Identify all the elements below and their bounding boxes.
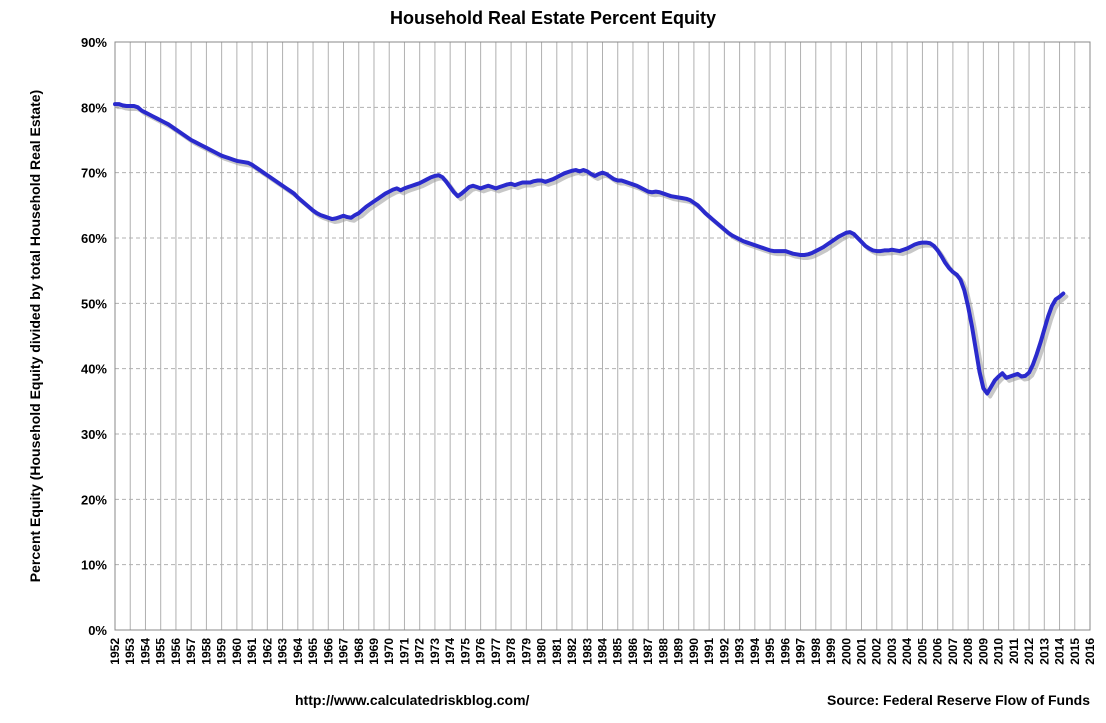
x-tick-label: 1974: [443, 638, 457, 665]
x-tick-label: 1985: [611, 638, 625, 665]
x-tick-label: 2009: [976, 638, 990, 665]
x-tick-label: 1964: [291, 638, 305, 665]
y-axis-label: Percent Equity (Household Equity divided…: [27, 90, 43, 582]
x-tick-label: 2013: [1037, 638, 1051, 665]
y-tick-label: 10%: [81, 558, 107, 573]
y-tick-label: 40%: [81, 362, 107, 377]
x-tick-label: 1969: [367, 638, 381, 665]
x-tick-label: 2016: [1083, 638, 1097, 665]
x-tick-label: 1979: [519, 638, 533, 665]
x-tick-label: 1996: [778, 638, 792, 665]
x-tick-label: 1989: [672, 638, 686, 665]
x-tick-label: 1955: [154, 638, 168, 665]
x-tick-label: 1960: [230, 638, 244, 665]
x-tick-label: 1952: [108, 638, 122, 665]
chart-url: http://www.calculatedriskblog.com/: [295, 692, 530, 708]
y-tick-label: 60%: [81, 231, 107, 246]
x-tick-label: 2006: [931, 638, 945, 665]
x-tick-label: 1962: [260, 638, 274, 665]
x-tick-label: 1990: [687, 638, 701, 665]
x-tick-label: 1998: [809, 638, 823, 665]
x-tick-label: 2000: [839, 638, 853, 665]
y-tick-label: 90%: [81, 35, 107, 50]
x-tick-label: 1953: [123, 638, 137, 665]
x-tick-label: 1993: [733, 638, 747, 665]
x-tick-label: 1988: [656, 638, 670, 665]
y-tick-label: 30%: [81, 427, 107, 442]
x-tick-label: 2001: [854, 638, 868, 665]
y-tick-label: 50%: [81, 296, 107, 311]
x-tick-label: 1966: [321, 638, 335, 665]
x-tick-label: 1987: [641, 638, 655, 665]
x-tick-label: 2005: [915, 638, 929, 665]
y-tick-label: 0%: [88, 623, 107, 638]
x-tick-label: 1954: [138, 638, 152, 665]
x-tick-label: 2004: [900, 638, 914, 665]
x-tick-label: 2011: [1007, 638, 1021, 664]
x-tick-label: 1972: [413, 638, 427, 665]
x-tick-label: 2015: [1068, 638, 1082, 665]
x-tick-label: 2014: [1053, 638, 1067, 665]
x-tick-label: 2010: [992, 638, 1006, 665]
y-tick-label: 70%: [81, 166, 107, 181]
x-tick-label: 1976: [474, 638, 488, 665]
x-tick-label: 1958: [199, 638, 213, 665]
x-tick-label: 1999: [824, 638, 838, 665]
x-tick-label: 1991: [702, 638, 716, 665]
x-tick-label: 1963: [276, 638, 290, 665]
x-tick-label: 1965: [306, 638, 320, 665]
x-tick-label: 1986: [626, 638, 640, 665]
x-tick-label: 1957: [184, 638, 198, 665]
x-tick-label: 1982: [565, 638, 579, 665]
x-tick-label: 1975: [458, 638, 472, 665]
chart-container: { "chart": { "type": "line", "title": "H…: [0, 0, 1106, 723]
y-tick-label: 20%: [81, 492, 107, 507]
x-tick-label: 1959: [215, 638, 229, 665]
chart-title: Household Real Estate Percent Equity: [390, 8, 716, 28]
x-tick-label: 1971: [397, 638, 411, 665]
x-tick-label: 1967: [337, 638, 351, 665]
x-tick-label: 1978: [504, 638, 518, 665]
x-tick-label: 1994: [748, 638, 762, 665]
line-chart: Household Real Estate Percent Equity 0% 10…: [0, 0, 1106, 723]
x-tick-label: 1968: [352, 638, 366, 665]
chart-source: Source: Federal Reserve Flow of Funds: [827, 692, 1090, 708]
x-tick-label: 1970: [382, 638, 396, 665]
x-tick-label: 1956: [169, 638, 183, 665]
x-tick-label: 1983: [580, 638, 594, 665]
x-tick-label: 2002: [870, 638, 884, 665]
x-tick-label: 1961: [245, 638, 259, 665]
y-tick-label: 80%: [81, 100, 107, 115]
x-tick-label: 2012: [1022, 638, 1036, 665]
x-tick-label: 1973: [428, 638, 442, 665]
x-tick-label: 2003: [885, 638, 899, 665]
x-tick-label: 2007: [946, 638, 960, 665]
x-tick-label: 1992: [717, 638, 731, 665]
x-tick-label: 1997: [794, 638, 808, 665]
x-tick-label: 1977: [489, 638, 503, 665]
x-tick-label: 1981: [550, 638, 564, 665]
x-tick-label: 1995: [763, 638, 777, 665]
x-tick-label: 1984: [596, 638, 610, 665]
x-tick-label: 1980: [535, 638, 549, 665]
x-tick-label: 2008: [961, 638, 975, 665]
